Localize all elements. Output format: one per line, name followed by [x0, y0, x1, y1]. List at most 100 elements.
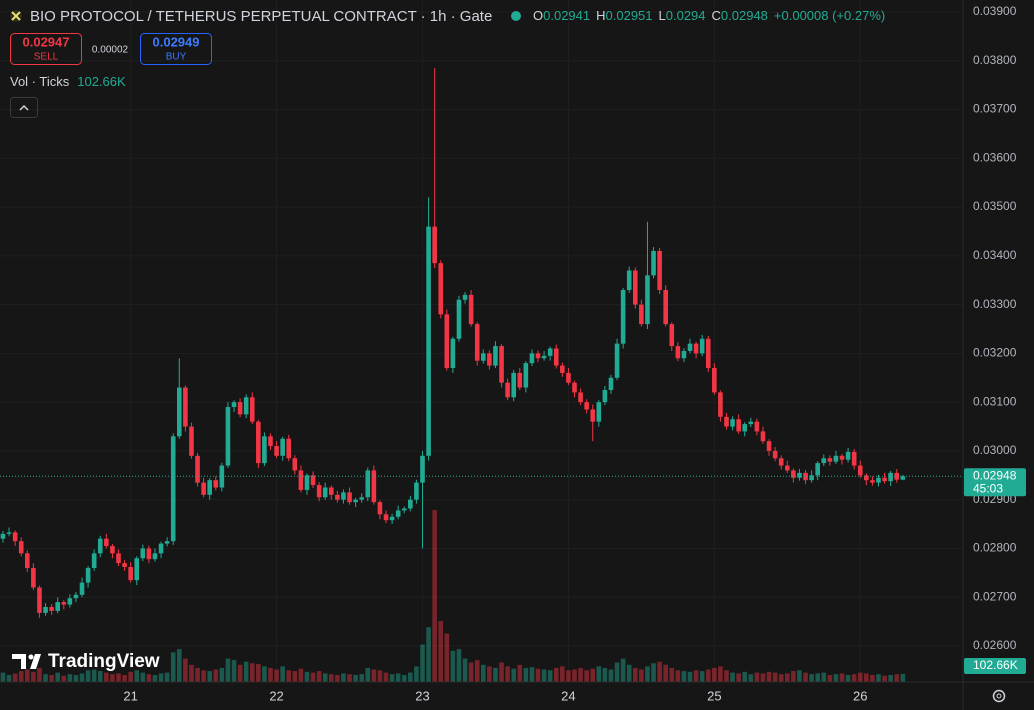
axes: 0.026000.027000.028000.029000.030000.031…	[123, 4, 1016, 703]
volume-bar	[243, 661, 249, 682]
candle-body	[85, 567, 91, 583]
volume-bar	[705, 669, 711, 682]
volume-bar	[833, 674, 839, 682]
candle-body	[529, 353, 535, 364]
candle-body	[474, 324, 480, 361]
candle-body	[61, 602, 67, 605]
candle-body	[183, 387, 188, 427]
price-tag-value: 0.02948	[973, 468, 1017, 482]
volume-bar	[553, 667, 559, 682]
volume-bar	[55, 672, 60, 682]
candle-body	[596, 402, 602, 422]
sell-button[interactable]	[10, 33, 82, 65]
volume-bar	[335, 674, 340, 682]
volume-bar	[657, 661, 662, 682]
volume-bar	[432, 510, 437, 682]
candle-body	[505, 382, 510, 398]
volume-bar	[73, 674, 79, 682]
volume-bar	[645, 666, 650, 682]
candle-body	[784, 465, 790, 471]
symbol-icon-mark	[11, 11, 21, 21]
settings-ring	[992, 689, 1006, 703]
volume-bar	[815, 673, 820, 682]
y-tick-label: 0.03800	[973, 53, 1017, 67]
volume-bar	[359, 674, 364, 682]
candle-body	[845, 451, 851, 460]
candle-body	[760, 431, 766, 442]
candle-body	[639, 304, 644, 325]
candle-body	[566, 372, 571, 383]
volume-bar	[827, 674, 833, 682]
volume-bar	[876, 674, 881, 682]
volume-bar	[18, 671, 24, 682]
volume-bar	[322, 673, 328, 682]
volume-bar	[766, 671, 772, 682]
ohlc-key: C	[712, 8, 721, 23]
volume-bar	[857, 672, 863, 682]
buy-label: BUY	[166, 52, 187, 63]
candle-body	[110, 546, 115, 554]
candle-body	[450, 338, 456, 369]
settings-icon[interactable]	[992, 689, 1006, 703]
y-tick-label: 0.03100	[973, 394, 1017, 408]
volume-bar	[201, 670, 206, 682]
ohlc-legend: O0.02941 H0.02951 L0.0294 C0.02948 +0.00008 …	[533, 8, 885, 23]
volume-bar	[37, 667, 42, 682]
candle-body	[207, 480, 212, 495]
candle-body	[6, 532, 12, 534]
spread: 0.00002	[92, 45, 129, 56]
volume-bar	[900, 673, 906, 682]
y-tick-label: 0.02600	[973, 638, 1017, 652]
candle-body	[128, 567, 133, 581]
buy-button[interactable]	[140, 33, 212, 65]
volume-bar	[420, 644, 425, 682]
y-tick-label: 0.03500	[973, 199, 1017, 213]
candle-body	[499, 346, 504, 383]
volume-bar	[681, 671, 687, 682]
volume-title-text: Vol · Ticks	[10, 74, 70, 89]
volume-bar	[304, 671, 310, 682]
volume-bar	[894, 674, 900, 682]
volume-bar	[91, 669, 97, 682]
candle-body	[414, 482, 419, 500]
volume-bar	[268, 667, 273, 682]
candle-body	[73, 594, 79, 599]
candle-body	[560, 365, 565, 373]
volume-legend-value: 102.66K	[77, 74, 126, 89]
volume-bar	[97, 671, 103, 682]
candle-body	[791, 470, 796, 478]
candle-body	[91, 553, 97, 568]
ohlc-value: 0.0294	[666, 8, 706, 23]
volume-bar	[146, 674, 152, 682]
candle-body	[803, 472, 808, 481]
candle-body	[231, 402, 237, 408]
candle-body	[487, 353, 492, 366]
candle-body	[742, 424, 748, 432]
volume-bar	[566, 670, 571, 682]
volume-pane	[0, 510, 906, 682]
collapse-button[interactable]	[10, 97, 38, 118]
volume-bar	[742, 671, 748, 682]
candle-body	[322, 487, 328, 498]
volume-bar	[730, 672, 735, 682]
volume-bar	[541, 669, 547, 682]
candle-body	[31, 567, 36, 588]
volume-bar	[675, 670, 681, 682]
volume-bar	[663, 664, 668, 682]
candle-body	[116, 553, 121, 564]
volume-bar	[760, 673, 766, 682]
volume-tag-value: 102.66K	[973, 658, 1018, 672]
y-tick-label: 0.03700	[973, 102, 1017, 116]
volume-bar	[395, 673, 401, 682]
volume-bar	[414, 666, 419, 682]
volume-bar	[809, 674, 814, 682]
candle-body	[833, 455, 839, 462]
brand-logo: TradingView	[12, 651, 160, 672]
candle-body	[432, 226, 437, 264]
volume-bar	[237, 664, 243, 682]
ohlc-key: O	[533, 8, 543, 23]
candle-body	[280, 438, 285, 456]
volume-bar	[584, 670, 589, 682]
collapse-icon	[19, 104, 29, 111]
volume-bar	[219, 667, 225, 682]
